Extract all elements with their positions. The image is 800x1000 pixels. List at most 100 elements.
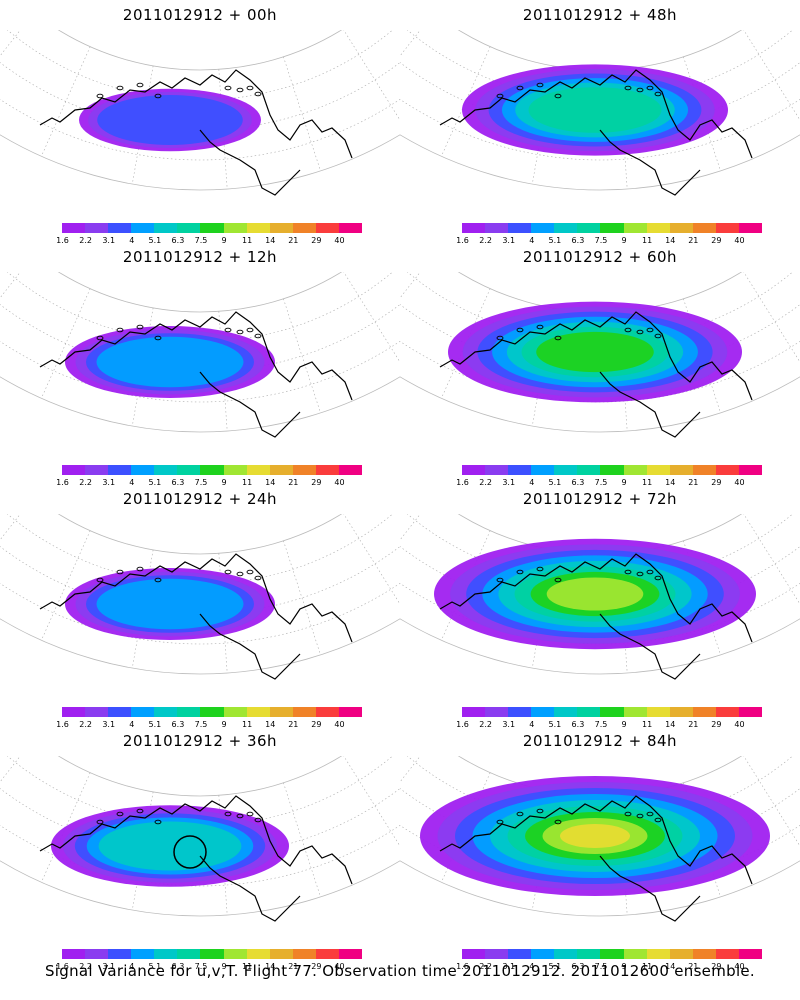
colorbar (462, 707, 763, 717)
map-panel: 2011012912 + 48h 1.6 2.2 3.1 4 5.1 6.3 7.5 9 11 14… (400, 0, 800, 245)
colorbar-tick-label: 9 (221, 720, 227, 729)
colorbar-swatch (177, 465, 201, 475)
island (536, 82, 544, 88)
variance-map (0, 30, 400, 196)
colorbar-swatch (292, 949, 316, 959)
colorbar-tick-label: 5.1 (548, 962, 562, 971)
colorbar-tick-label: 4 (129, 478, 135, 487)
colorbar-swatch (292, 707, 316, 717)
map-panel: 2011012912 + 24h 1.6 2.2 3.1 4 5.1 6.3 7.5 9 11 14… (0, 484, 400, 729)
island (96, 335, 104, 341)
colorbar-swatch (738, 223, 763, 233)
colorbar-tick-label: 3.1 (502, 236, 516, 245)
island (646, 811, 654, 817)
colorbar-tick-label: 5.1 (148, 478, 162, 487)
colorbar-tick-label: 40 (334, 478, 345, 487)
variance-contour (560, 824, 630, 848)
island (116, 569, 124, 575)
colorbar-tick-label: 5.1 (548, 720, 562, 729)
colorbar-swatch (715, 223, 739, 233)
colorbar-swatch (85, 465, 109, 475)
colorbar-tick-label: 4 (529, 478, 535, 487)
colorbar-tick-label: 21 (688, 478, 699, 487)
variance-contour (98, 821, 242, 871)
colorbar-swatch (269, 707, 293, 717)
colorbar-swatch (338, 949, 363, 959)
colorbar-tick-label: 7.5 (594, 962, 608, 971)
coastline (199, 129, 301, 196)
colorbar-tick-label: 5.1 (148, 236, 162, 245)
colorbar-swatch (200, 949, 224, 959)
island (246, 85, 254, 91)
colorbar-tick-label: 1.6 (56, 236, 69, 245)
colorbar-tick-label: 6.3 (571, 236, 585, 245)
colorbar-swatch (646, 707, 670, 717)
panel-title: 2011012912 + 60h (522, 248, 678, 266)
island (516, 811, 524, 817)
colorbar-labels: 1.6 2.2 3.1 4 5.1 6.3 7.5 9 11 14 21 29 40 (52, 720, 372, 730)
colorbar-swatch (600, 949, 624, 959)
colorbar-tick-label: 4 (529, 720, 535, 729)
colorbar-tick-label: 11 (242, 478, 253, 487)
colorbar-swatch (246, 707, 270, 717)
colorbar-tick-label: 1.6 (456, 478, 469, 487)
coastline (199, 613, 301, 680)
colorbar-labels: 1.6 2.2 3.1 4 5.1 6.3 7.5 9 11 14 21 29 40 (452, 720, 772, 730)
panel-title: 2011012912 + 72h (522, 490, 678, 508)
island (624, 327, 632, 333)
island (624, 569, 632, 575)
colorbar-swatch (715, 949, 739, 959)
colorbar-tick-label: 29 (311, 236, 322, 245)
colorbar-swatch (715, 465, 739, 475)
colorbar-tick-label: 4 (529, 236, 535, 245)
island (154, 335, 162, 341)
colorbar-swatch (623, 223, 647, 233)
colorbar-swatch (62, 465, 86, 475)
colorbar-swatch (108, 465, 132, 475)
island (96, 577, 104, 583)
island (246, 569, 254, 575)
colorbar-tick-label: 6.3 (571, 720, 585, 729)
colorbar-swatch (554, 223, 578, 233)
colorbar-tick-label: 7.5 (194, 478, 208, 487)
map-panel: 2011012912 + 12h 1.6 2.2 3.1 4 5.1 6.3 7.5 9 11 14… (0, 242, 400, 487)
flight-target-circle (173, 835, 207, 869)
colorbar-swatch (177, 949, 201, 959)
colorbar-tick-label: 14 (265, 236, 276, 245)
colorbar-swatch (154, 223, 178, 233)
coastline (599, 613, 701, 680)
island (116, 811, 124, 817)
colorbar-tick-label: 4 (129, 236, 135, 245)
coastline (439, 311, 753, 401)
map-panel: 2011012912 + 72h 1.6 2.2 3.1 4 5.1 6.3 7.5 9 11 14… (400, 484, 800, 729)
colorbar-tick-label: 11 (242, 236, 253, 245)
colorbar-tick-label: 7.5 (194, 962, 208, 971)
colorbar-swatch (62, 707, 86, 717)
colorbar-tick-label: 14 (265, 962, 276, 971)
colorbar-tick-label: 3.1 (502, 962, 516, 971)
island (236, 87, 244, 93)
map-panel: 2011012912 + 00h 1.6 2.2 3.1 4 5.1 6.3 7.5 9 11 14… (0, 0, 400, 245)
graticule-parallel (0, 582, 400, 645)
colorbar-swatch (531, 223, 555, 233)
colorbar-swatch (485, 707, 509, 717)
colorbar-swatch (154, 949, 178, 959)
colorbar-swatch (623, 707, 647, 717)
colorbar-swatch (154, 465, 178, 475)
colorbar-swatch (131, 707, 155, 717)
colorbar-tick-label: 21 (288, 236, 299, 245)
island (646, 85, 654, 91)
colorbar (462, 223, 763, 233)
variance-map (0, 272, 400, 438)
colorbar-swatch (508, 949, 532, 959)
graticule-meridian (131, 307, 154, 427)
graticule-parallel (0, 340, 400, 403)
coastline (439, 69, 753, 159)
island (554, 577, 562, 583)
colorbar-tick-label: 5.1 (548, 236, 562, 245)
variance-map (400, 514, 800, 680)
colorbar-tick-label: 2.2 (479, 236, 492, 245)
figure-caption: Signal Variance for u,v,T. Flight 77. Ob… (44, 962, 756, 980)
colorbar-swatch (531, 707, 555, 717)
colorbar-tick-label: 2.2 (479, 720, 492, 729)
